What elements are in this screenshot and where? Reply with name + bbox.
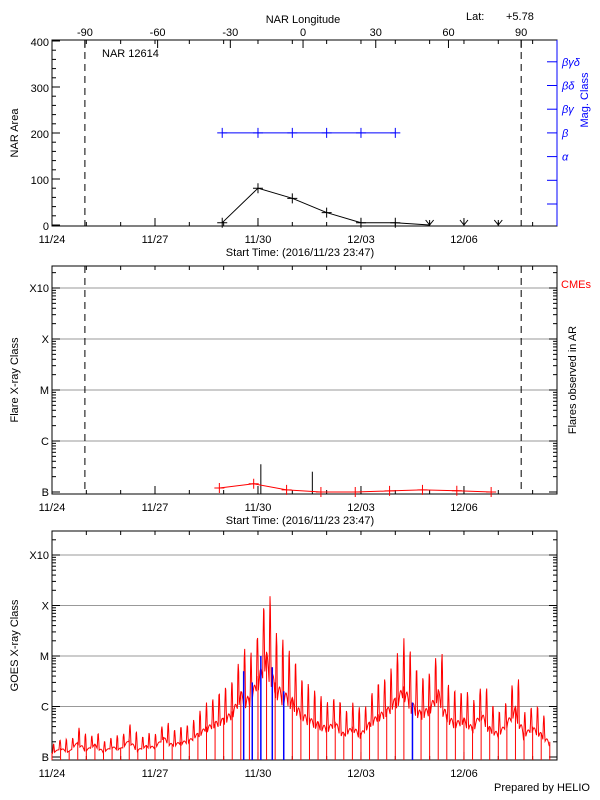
plot-frame [51, 530, 558, 761]
x-tick-label: 11/24 [39, 768, 66, 780]
panel-2 [51, 265, 558, 497]
cme-point [281, 484, 292, 495]
x-axis-label: Start Time: (2016/11/23 23:47) [226, 515, 374, 527]
y-tick-label: X [42, 601, 50, 613]
x-tick-label: 11/24 [39, 234, 66, 246]
area-point [252, 183, 263, 194]
cme-point [486, 487, 497, 497]
cme-point [214, 482, 225, 493]
y-axis-label: Flare X-ray Class [9, 337, 21, 422]
x-tick-label: 11/27 [142, 502, 169, 514]
panel-1 [51, 39, 558, 228]
top-x-tick-label: 30 [370, 27, 382, 39]
region-title: NAR 12614 [102, 48, 159, 60]
y-tick-label: 100 [31, 175, 49, 187]
x-tick-label: 11/30 [245, 768, 272, 780]
y-tick-label: 400 [31, 37, 49, 49]
panel-3 [51, 530, 558, 761]
area-point [217, 217, 228, 228]
cme-point [417, 484, 428, 495]
area-point [287, 193, 298, 204]
x-tick-label: 12/06 [450, 234, 478, 246]
top-x-tick-label: -90 [77, 27, 93, 39]
mag-class-point [252, 127, 263, 138]
area-point-beyond-limb [425, 219, 435, 226]
mag-class-point [390, 127, 401, 138]
top-x-tick-label: 60 [442, 27, 454, 39]
area-point-beyond-limb [493, 219, 503, 226]
x-tick-label: 11/27 [142, 768, 169, 780]
plot-frame [51, 265, 558, 495]
latitude-value: +5.78 [506, 11, 534, 23]
top-x-tick-label: 0 [300, 27, 306, 39]
y-tick-label: B [42, 752, 49, 764]
x-tick-label: 11/30 [245, 234, 272, 246]
mag-class-tick-label: βγ [561, 104, 575, 116]
y-tick-label: 0 [43, 221, 49, 233]
cme-point [451, 485, 462, 496]
area-line [221, 187, 430, 226]
right-axis-label: Flares observed in AR [567, 326, 579, 434]
top-x-tick-label: -60 [150, 27, 166, 39]
x-axis-label: Start Time: (2016/11/23 23:47) [226, 247, 374, 259]
mag-class-tick-label: βδ [561, 81, 575, 93]
footer-credit: Prepared by HELIO [494, 782, 590, 794]
y-tick-label: C [41, 702, 49, 714]
mag-class-tick-label: βγδ [561, 57, 581, 69]
y-tick-label: M [40, 651, 49, 663]
x-tick-label: 11/24 [39, 502, 66, 514]
top-x-tick-label: -30 [222, 27, 238, 39]
y-tick-label: M [40, 385, 49, 397]
mag-class-point [287, 127, 298, 138]
x-tick-label: 12/03 [347, 768, 375, 780]
y-axis-label: NAR Area [9, 108, 21, 158]
cme-point [248, 478, 259, 489]
y-tick-label: C [41, 436, 49, 448]
top-axis-label: NAR Longitude [266, 14, 341, 26]
y-tick-label: X10 [29, 283, 49, 295]
x-tick-label: 12/03 [347, 502, 375, 514]
mag-class-point [355, 127, 366, 138]
area-point-beyond-limb [459, 219, 469, 226]
x-tick-label: 11/27 [142, 234, 169, 246]
cme-point [350, 487, 361, 497]
y-tick-label: X10 [29, 550, 49, 562]
x-tick-label: 11/30 [245, 502, 272, 514]
latitude-label: Lat: [466, 11, 484, 23]
y-tick-label: B [42, 487, 49, 499]
cme-point [384, 485, 395, 496]
mag-class-tick-label: β [561, 128, 569, 140]
x-tick-label: 12/06 [450, 502, 478, 514]
cme-legend: CMEs [561, 279, 591, 291]
mag-class-point [321, 127, 332, 138]
mag-class-tick-label: α [562, 152, 569, 164]
mag-class-axis-label: Mag. Class [579, 72, 591, 128]
area-point [321, 207, 332, 218]
y-axis-label: GOES X-ray Class [9, 599, 21, 691]
y-tick-label: 200 [31, 129, 49, 141]
top-x-tick-label: 90 [515, 27, 527, 39]
area-point [390, 217, 401, 228]
x-tick-label: 12/06 [450, 768, 478, 780]
cme-point [315, 487, 326, 497]
y-tick-label: 300 [31, 83, 49, 95]
x-tick-label: 12/03 [347, 234, 375, 246]
y-tick-label: X [42, 334, 50, 346]
area-point [355, 217, 366, 228]
mag-class-point [217, 127, 228, 138]
